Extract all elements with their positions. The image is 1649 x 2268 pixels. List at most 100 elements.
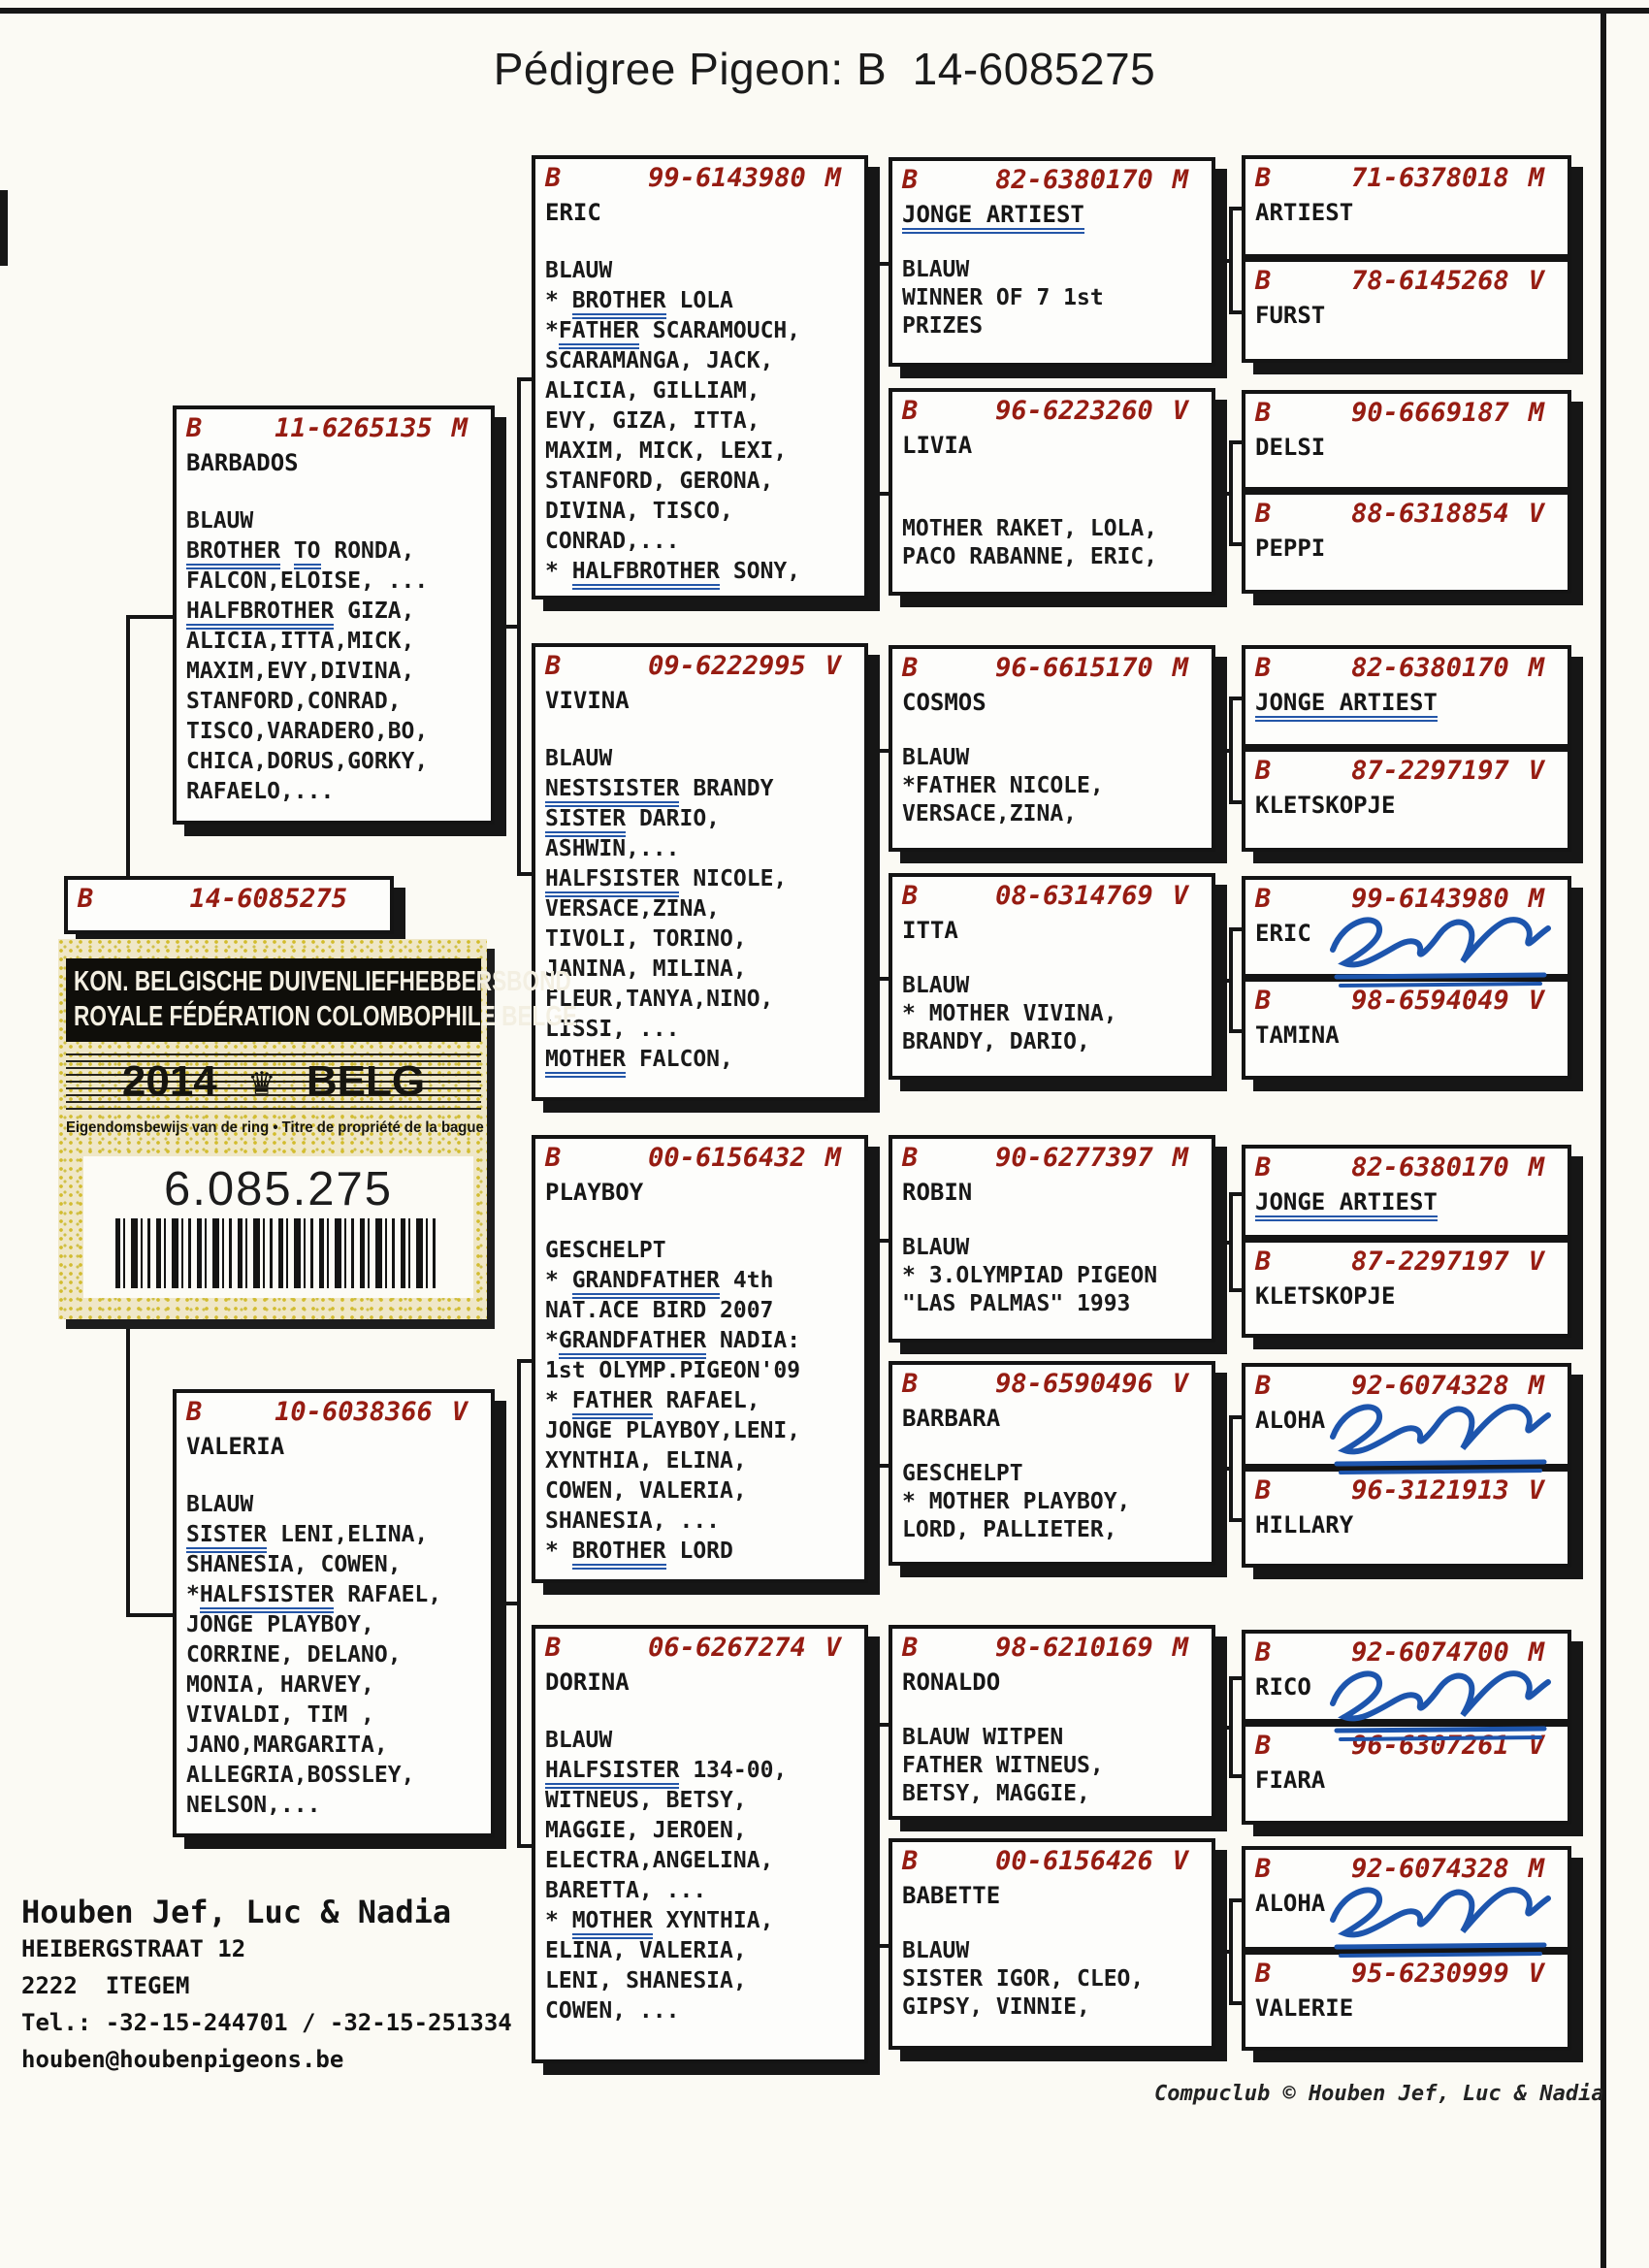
pedigree-note-line: * BROTHER LOLA bbox=[545, 286, 864, 319]
pedigree-note-line: ALLEGRIA,BOSSLEY, bbox=[186, 1763, 415, 1788]
pedigree-note-line: ASHWIN,... bbox=[545, 836, 680, 861]
ring-band: B bbox=[1255, 1959, 1272, 1989]
ring-band: B bbox=[1255, 163, 1272, 193]
ring-band: B bbox=[902, 396, 919, 426]
owner-address-street: HEIBERGSTRAAT 12 bbox=[21, 1935, 246, 1962]
ring-number: 14-6085275 bbox=[189, 884, 347, 914]
pedigree-note-line: * 3.OLYMPIAD PIGEON bbox=[902, 1263, 1158, 1288]
connector-line bbox=[1229, 1029, 1242, 1033]
pigeon-name: BABETTE bbox=[902, 1882, 1001, 1909]
pedigree-box-aloha2: B 92-6074328 M ALOHA bbox=[1242, 1846, 1571, 1951]
pedigree-note-line: BLAUW bbox=[902, 257, 970, 282]
ring-header: B 82-6380170 M bbox=[1255, 653, 1560, 683]
ring-header: B 96-6307261 V bbox=[1255, 1731, 1560, 1761]
pedigree-note-line: *FATHER NICOLE, bbox=[902, 773, 1104, 798]
pigeon-name: VALERIE bbox=[1255, 1994, 1354, 2022]
pedigree-note-line: * GRANDFATHER 4th bbox=[545, 1266, 864, 1299]
page-title: Pédigree Pigeon: B 14-6085275 bbox=[493, 44, 1156, 94]
ring-header: B 98-6590496 V bbox=[902, 1369, 1204, 1399]
connector-line bbox=[1229, 927, 1242, 931]
connector-line bbox=[495, 625, 521, 629]
pedigree-note-line bbox=[902, 1432, 1212, 1460]
pedigree-note-line: MAXIM, MICK, LEXI, bbox=[545, 438, 788, 464]
pedigree-note-line: *GRANDFATHER NADIA: bbox=[545, 1326, 864, 1359]
ring-number: 98-6590496 bbox=[995, 1369, 1153, 1399]
pigeon-name: JONGE ARTIEST bbox=[1255, 689, 1568, 722]
pedigree-note-line: FLEUR,TANYA,NINO, bbox=[545, 987, 774, 1012]
pedigree-note-line: COWEN, ... bbox=[545, 1998, 680, 2024]
ring-number: 92-6074328 bbox=[1351, 1854, 1509, 1884]
pigeon-name: JONGE ARTIEST bbox=[902, 201, 1212, 234]
sex-letter: M bbox=[824, 1143, 841, 1173]
pedigree-note-line bbox=[902, 459, 1212, 487]
connector-line bbox=[1229, 542, 1242, 546]
scan-edge-mark bbox=[0, 190, 8, 266]
pigeon-name: KLETSKOPJE bbox=[1255, 1282, 1396, 1310]
pedigree-box-barbara: B 98-6590496 V BARBARA GESCHELPT * MOTHER PL… bbox=[889, 1361, 1215, 1566]
pedigree-note-line: 1st OLYMP.PIGEON'09 bbox=[545, 1358, 801, 1383]
pedigree-box-furst: B 78-6145268 V FURST bbox=[1242, 258, 1571, 363]
federation-name-nl: KON. BELGISCHE DUIVENLIEFHEBBERSBOND bbox=[74, 966, 571, 997]
pedigree-note-line: * FATHER RAFAEL, bbox=[545, 1386, 864, 1419]
ring-header: B 71-6378018 M bbox=[1255, 163, 1560, 193]
ring-band: B bbox=[1255, 1854, 1272, 1884]
ring-header: B 90-6277397 M bbox=[902, 1143, 1204, 1173]
pedigree-box-fiara: B 96-6307261 V FIARA bbox=[1242, 1723, 1571, 1825]
connector-line bbox=[868, 863, 879, 867]
ring-number: 82-6380170 bbox=[1351, 1152, 1509, 1183]
ring-band: B bbox=[902, 165, 919, 195]
pedigree-box-hillary: B 96-3121913 V HILLARY bbox=[1242, 1468, 1571, 1568]
connector-line bbox=[495, 1602, 521, 1605]
pedigree-note-line: BRANDY, DARIO, bbox=[902, 1029, 1090, 1054]
pedigree-box-valerie: B 95-6230999 V VALERIE bbox=[1242, 1951, 1571, 2051]
sex-letter: M bbox=[1528, 398, 1544, 428]
ring-header: B 00-6156426 V bbox=[902, 1846, 1204, 1876]
pedigree-note-line: CORRINE, DELANO, bbox=[186, 1642, 402, 1668]
pedigree-note-line bbox=[902, 1696, 1212, 1724]
ring-header: B 96-3121913 V bbox=[1255, 1475, 1560, 1506]
sex-letter: M bbox=[1172, 1633, 1188, 1663]
sticker-caption: Eigendomsbewijs van de ring • Titre de p… bbox=[66, 1119, 484, 1136]
pedigree-box-vivina: B 09-6222995 V VIVINA BLAUW NESTSISTER BRAND… bbox=[532, 643, 868, 1101]
pedigree-note-line: * BROTHER LORD bbox=[545, 1537, 864, 1570]
ring-header: B 08-6314769 V bbox=[902, 881, 1204, 911]
connector-line bbox=[875, 1464, 889, 1468]
pedigree-box-eric2: B 99-6143980 M ERIC BLAUW * BROTHER LOLA *FAT… bbox=[532, 155, 868, 599]
pedigree-note-line: GESCHELPT bbox=[902, 1461, 1023, 1486]
connector-line bbox=[1229, 440, 1242, 444]
pigeon-name: LIVIA bbox=[902, 432, 973, 459]
ring-band: B bbox=[902, 881, 919, 911]
pigeon-name: DELSI bbox=[1255, 434, 1326, 461]
pigeon-name: VIVINA bbox=[545, 687, 630, 714]
pigeon-name: COSMOS bbox=[902, 689, 986, 716]
pedigree-box-artiest: B 71-6378018 M ARTIEST bbox=[1242, 155, 1571, 258]
year-band: 2014 ♛ BELG bbox=[66, 1053, 481, 1110]
sex-letter: M bbox=[1528, 1637, 1544, 1668]
pedigree-note-line: SCARAMANGA, JACK, bbox=[545, 348, 774, 373]
ring-number: 90-6277397 bbox=[995, 1143, 1153, 1173]
ring-header: B 98-6210169 M bbox=[902, 1633, 1204, 1663]
ring-number: 96-3121913 bbox=[1351, 1475, 1509, 1506]
ring-header: B 10-6038366 V bbox=[186, 1397, 483, 1427]
pedigree-note-line: *HALFSISTER RAFAEL, bbox=[186, 1580, 491, 1613]
connector-line bbox=[1215, 1467, 1233, 1471]
ring-header: B 14-6085275 bbox=[78, 884, 382, 914]
pedigree-box-robin: B 90-6277397 M ROBIN BLAUW * 3.OLYMPIAD PIGE… bbox=[889, 1135, 1215, 1343]
pedigree-note-line: FALCON,ELOISE, ... bbox=[186, 568, 429, 594]
pigeon-name: VALERIA bbox=[186, 1433, 285, 1460]
ring-band: B bbox=[902, 1369, 919, 1399]
pigeon-name: ALOHA bbox=[1255, 1407, 1326, 1434]
pedigree-note-line: STANFORD, GERONA, bbox=[545, 469, 774, 494]
pedigree-note-line: TISCO,VARADERO,BO, bbox=[186, 719, 429, 744]
sex-letter: V bbox=[1528, 1959, 1544, 1989]
connector-line bbox=[1215, 259, 1233, 263]
sex-letter: M bbox=[1528, 1854, 1544, 1884]
ring-header: B 96-6615170 M bbox=[902, 653, 1204, 683]
crown-icon: ♛ bbox=[249, 1059, 274, 1104]
ring-band: B bbox=[1255, 1731, 1272, 1761]
ring-year: 2014 bbox=[121, 1057, 217, 1105]
pedigree-note-line: BLAUW bbox=[186, 1492, 254, 1517]
pedigree-note-line: PRIZES bbox=[902, 313, 984, 339]
scan-edge-top bbox=[0, 8, 1649, 14]
connector-line bbox=[875, 1239, 889, 1243]
